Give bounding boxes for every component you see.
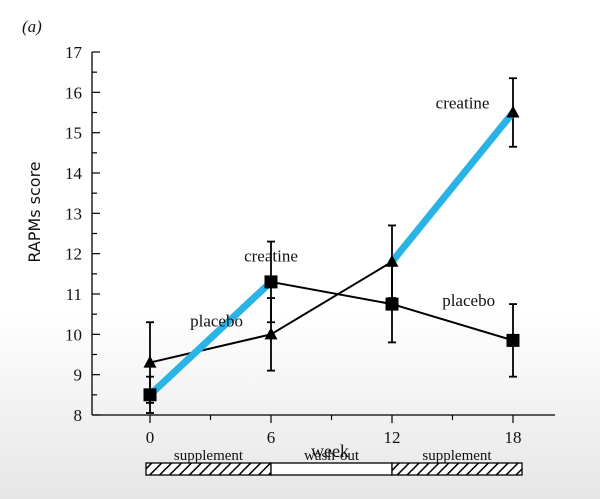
y-tick-label: 16 bbox=[65, 83, 82, 102]
y-tick-label: 9 bbox=[74, 366, 83, 385]
phase-label: wash-out bbox=[304, 448, 360, 464]
data-point-square bbox=[264, 275, 278, 289]
highlight-segment bbox=[146, 278, 275, 399]
data-point-square bbox=[506, 333, 520, 347]
y-tick-label: 10 bbox=[65, 325, 82, 344]
phase-segment bbox=[391, 462, 523, 476]
x-tick-label: 12 bbox=[384, 428, 401, 447]
data-point-triangle bbox=[506, 105, 520, 118]
phase-label: supplement bbox=[422, 448, 492, 464]
phase-segment bbox=[145, 462, 272, 476]
annotation-label: placebo bbox=[190, 311, 243, 330]
x-tick-label: 18 bbox=[505, 428, 522, 447]
y-tick-label: 12 bbox=[65, 245, 82, 264]
x-axis-label: week bbox=[311, 441, 349, 461]
x-tick-label: 0 bbox=[146, 428, 155, 447]
y-axis-label: RAPMs score bbox=[25, 161, 44, 262]
data-point-triangle bbox=[143, 355, 157, 368]
data-point-triangle bbox=[264, 327, 278, 340]
phase-segment bbox=[270, 462, 393, 476]
data-point-square bbox=[143, 388, 157, 402]
annotation-label: placebo bbox=[442, 291, 495, 310]
highlight-segment bbox=[388, 109, 517, 266]
y-tick-label: 11 bbox=[66, 285, 82, 304]
phase-label: supplement bbox=[174, 448, 244, 464]
y-tick-label: 15 bbox=[65, 124, 82, 143]
data-point-square bbox=[385, 297, 399, 311]
annotation-label: creatine bbox=[436, 93, 490, 112]
y-tick-label: 17 bbox=[65, 43, 83, 62]
panel-label: (a) bbox=[22, 17, 42, 36]
y-tick-label: 8 bbox=[74, 406, 83, 425]
y-tick-label: 14 bbox=[65, 164, 83, 183]
data-point-triangle bbox=[385, 254, 399, 267]
x-tick-label: 6 bbox=[267, 428, 276, 447]
annotation-label: creatine bbox=[244, 247, 298, 266]
y-tick-label: 13 bbox=[65, 204, 82, 223]
